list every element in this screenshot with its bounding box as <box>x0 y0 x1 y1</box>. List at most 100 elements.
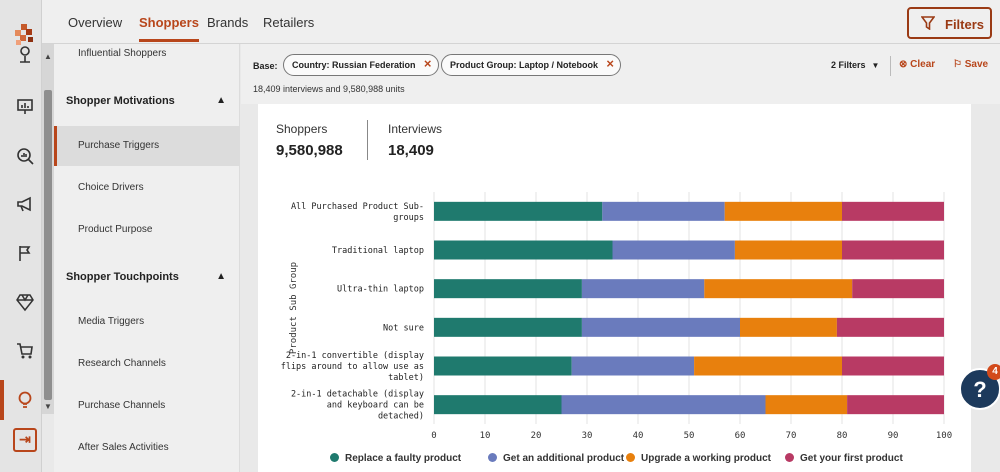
diamond-icon[interactable] <box>15 292 35 312</box>
clear-button[interactable]: ⊗ Clear <box>899 59 935 70</box>
legend-label: Get your first product <box>800 453 903 464</box>
bar-segment <box>434 395 562 415</box>
tab-shoppers[interactable]: Shoppers <box>139 15 199 42</box>
scrollbar-thumb[interactable] <box>44 90 52 400</box>
save-button[interactable]: ⚐ Save <box>953 59 988 70</box>
sidebar-item-choice-drivers[interactable]: Choice Drivers <box>78 182 144 193</box>
interviews-value: 18,409 <box>388 142 434 159</box>
x-tick-label: 50 <box>684 431 695 441</box>
filter-bar: Base: Country: Russian Federation × Prod… <box>241 44 1000 104</box>
category-label: Traditional laptop <box>332 246 424 256</box>
bar-segment <box>847 395 944 415</box>
x-tick-label: 80 <box>837 431 848 441</box>
bar-segment <box>724 201 842 221</box>
bar-segment <box>581 279 705 299</box>
section-shopper-motivations[interactable]: Shopper Motivations ▲ <box>66 95 226 107</box>
cursor-flag-icon[interactable] <box>15 243 35 263</box>
section-title: Shopper Motivations <box>66 95 175 107</box>
question-icon: ? <box>973 377 987 402</box>
bar-segment <box>434 240 613 260</box>
legend-item[interactable]: Get an additional product <box>488 453 624 464</box>
app-logo-icon[interactable] <box>12 24 38 50</box>
bar-segment <box>581 317 740 337</box>
legend-item[interactable]: Upgrade a working product <box>626 453 771 464</box>
sidebar-item-after-sales-activities[interactable]: After Sales Activities <box>78 442 169 453</box>
chip-label: Country: Russian Federation <box>292 60 416 70</box>
save-label: Save <box>964 59 989 70</box>
bar-segment <box>836 317 944 337</box>
cart-icon[interactable] <box>15 341 35 361</box>
legend-item[interactable]: Get your first product <box>785 453 903 464</box>
sidebar-item-product-purpose[interactable]: Product Purpose <box>78 224 153 235</box>
bar-segment <box>602 201 725 221</box>
category-label: 2-in-1 convertible (display flips around … <box>281 351 424 383</box>
x-tick-label: 10 <box>480 431 491 441</box>
x-tick-label: 0 <box>431 431 436 441</box>
category-label: Ultra-thin laptop <box>337 285 424 295</box>
tab-retailers[interactable]: Retailers <box>263 15 315 30</box>
x-tick-label: 100 <box>936 431 952 441</box>
clear-label: Clear <box>910 59 936 70</box>
category-label: 2-in-1 detachable (display and keyboard c… <box>291 390 424 422</box>
lightbulb-icon[interactable] <box>15 390 35 410</box>
clear-circle-x-icon: ⊗ <box>899 59 908 70</box>
bar-segment <box>434 279 582 299</box>
bar-segment <box>734 240 842 260</box>
filters-button-label: Filters <box>945 17 985 32</box>
legend-label: Upgrade a working product <box>641 453 772 464</box>
legend-swatch <box>626 453 635 462</box>
scroll-up-icon[interactable]: ▲ <box>44 52 52 61</box>
bar-segment <box>612 240 735 260</box>
sidebar-item-influential-shoppers[interactable]: Influential Shoppers <box>78 48 167 59</box>
bar-segment <box>765 395 848 415</box>
divider <box>890 56 891 76</box>
x-tick-label: 30 <box>582 431 593 441</box>
y-axis-title: Product Sub Group <box>289 262 299 354</box>
analytics-search-icon[interactable] <box>15 146 35 166</box>
location-pin-icon[interactable] <box>15 44 35 64</box>
x-tick-label: 70 <box>786 431 797 441</box>
legend-label: Get an additional product <box>503 453 625 464</box>
bar-segment <box>434 356 572 376</box>
legend-swatch <box>785 453 794 462</box>
sidebar-item-purchase-triggers[interactable]: Purchase Triggers <box>54 126 240 166</box>
presentation-icon[interactable] <box>15 97 35 117</box>
tab-brands[interactable]: Brands <box>207 15 249 30</box>
bar-segment <box>842 356 944 376</box>
shoppers-value: 9,580,988 <box>276 142 343 159</box>
interviews-label: Interviews <box>388 122 443 136</box>
bar-segment <box>571 356 695 376</box>
megaphone-icon[interactable] <box>15 194 35 214</box>
x-tick-label: 60 <box>735 431 746 441</box>
bar-segment <box>740 317 837 337</box>
shoppers-label: Shoppers <box>276 122 328 136</box>
chart-card: Shoppers 9,580,988 Interviews 18,409 0 10… <box>258 104 971 472</box>
section-title: Shopper Touchpoints <box>66 271 179 283</box>
scroll-down-icon[interactable]: ▼ <box>44 402 52 411</box>
section-shopper-touchpoints[interactable]: Shopper Touchpoints ▲ <box>66 271 226 283</box>
category-label: All Purchased Product Sub-groups <box>291 202 424 223</box>
legend-swatch <box>488 453 497 462</box>
filters-button[interactable]: Filters <box>907 7 992 39</box>
notification-badge: 4 <box>987 364 1000 380</box>
x-tick-label: 20 <box>531 431 542 441</box>
base-summary: 18,409 interviews and 9,580,988 units <box>253 84 405 94</box>
close-icon[interactable]: × <box>423 56 432 71</box>
legend-item[interactable]: Replace a faulty product <box>330 453 461 464</box>
sidebar-item-purchase-channels[interactable]: Purchase Channels <box>78 400 166 411</box>
expand-panel-icon[interactable]: ⇥ <box>13 428 37 452</box>
active-indicator <box>0 380 4 420</box>
chip-label: Product Group: Laptop / Notebook <box>450 60 598 70</box>
help-chat-button[interactable]: ? 4 <box>959 364 1000 410</box>
chevron-up-icon[interactable]: ▲ <box>216 95 226 106</box>
sidebar-item-media-triggers[interactable]: Media Triggers <box>78 316 145 327</box>
filter-chip-product-group[interactable]: Product Group: Laptop / Notebook × <box>441 54 621 76</box>
close-icon[interactable]: × <box>606 56 614 71</box>
filter-chip-country[interactable]: Country: Russian Federation × <box>283 54 439 76</box>
chevron-up-icon[interactable]: ▲ <box>216 271 226 282</box>
filter-count-dropdown[interactable]: 2 Filters ▼ <box>831 60 879 70</box>
legend-label: Replace a faulty product <box>345 453 462 464</box>
stat-divider <box>367 120 368 160</box>
tab-overview[interactable]: Overview <box>68 15 123 30</box>
sidebar-item-research-channels[interactable]: Research Channels <box>78 358 166 369</box>
